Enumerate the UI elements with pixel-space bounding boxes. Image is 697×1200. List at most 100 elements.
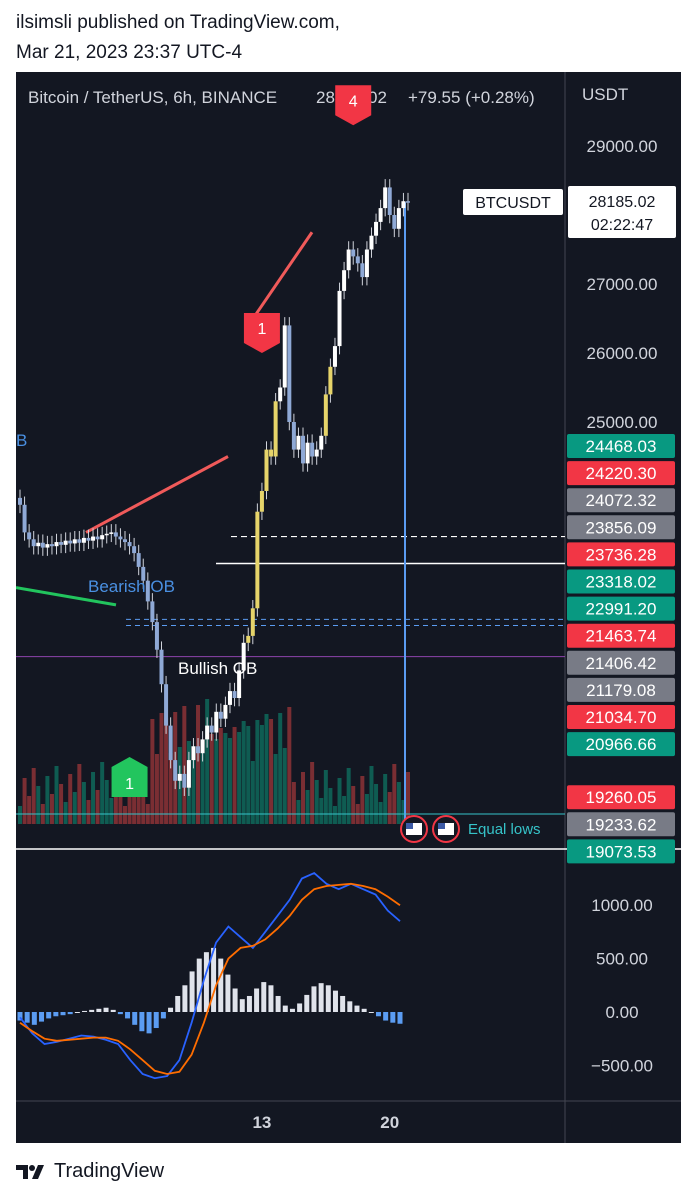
price-badge-label: 21463.74: [586, 627, 657, 646]
price-badge-box: [567, 623, 675, 648]
volume-bar: [81, 782, 86, 824]
trendline-green: [16, 586, 117, 607]
volume-bar: [305, 790, 310, 824]
volume-bar: [68, 774, 73, 824]
trendline-top: [244, 231, 314, 330]
price-badges: 24468.03 24220.30 24072.32 23856.09 23736.28…: [567, 434, 675, 864]
macd-histogram-bar: [354, 1005, 360, 1012]
volume-bar: [122, 806, 127, 824]
macd-histogram-bar: [160, 1012, 166, 1019]
volume-bar: [191, 746, 196, 824]
candle-body: [54, 542, 59, 547]
volume-bar: [209, 734, 214, 824]
volume-bars: [18, 699, 410, 824]
macd-histogram-bar: [175, 995, 181, 1012]
macd-histogram-bar: [96, 1008, 102, 1012]
macd-pane: 1000.00 500.00 0.00 −500.00: [17, 872, 653, 1080]
candle-body: [396, 208, 401, 229]
volume-bar: [237, 732, 242, 824]
marker-label: 1: [257, 321, 266, 338]
price-badge-box: [567, 515, 675, 540]
macd-histogram-bar: [182, 985, 188, 1012]
price-badge-label: 24220.30: [586, 464, 657, 483]
macd-histogram-bar: [397, 1012, 403, 1024]
volume-bar: [401, 800, 406, 824]
price-badge: 24468.03: [567, 434, 675, 458]
volume-bar: [59, 784, 64, 824]
volume-bar: [369, 766, 374, 824]
macd-histogram-bar: [332, 990, 338, 1012]
us-flag-icon: [438, 823, 445, 829]
volume-bar: [269, 719, 274, 824]
macd-histogram-bar: [82, 1010, 88, 1012]
volume-bar: [31, 768, 36, 824]
volume-bar: [168, 753, 173, 824]
candle-body: [132, 546, 137, 554]
candle-body: [145, 580, 150, 602]
candle-body: [364, 249, 369, 278]
price-badge: 24072.32: [567, 488, 675, 513]
candle-body: [232, 691, 237, 698]
volume-bar: [378, 802, 383, 824]
candle-body: [227, 691, 232, 705]
macd-histogram-bar: [53, 1012, 59, 1017]
last-price-box: [568, 186, 676, 238]
volume-bar: [205, 699, 210, 824]
signal-line: [19, 882, 401, 1075]
candle-body: [323, 394, 328, 436]
candles: [18, 179, 410, 796]
candle-body: [36, 542, 41, 547]
macd-histogram-bar: [89, 1009, 95, 1012]
candle-body: [177, 773, 182, 781]
candle-body: [68, 540, 73, 544]
macd-histogram-bar: [246, 995, 252, 1012]
macd-tick-label: 500.00: [596, 950, 648, 969]
volume-bar: [118, 788, 123, 824]
candle-body: [246, 635, 251, 643]
candle-body: [314, 449, 319, 457]
candle-body: [196, 746, 201, 754]
candle-body: [241, 642, 246, 671]
candle-body: [191, 746, 196, 761]
volume-bar: [383, 774, 388, 824]
price-badge-label: 22991.20: [586, 600, 657, 619]
chart-svg[interactable]: Bitcoin / TetherUS, 6h, BINANCE 28185.02…: [16, 72, 681, 1143]
macd-histogram-bar: [139, 1012, 145, 1032]
candle-body: [214, 711, 219, 733]
chart-panel[interactable]: Bitcoin / TetherUS, 6h, BINANCE 28185.02…: [16, 72, 681, 1143]
price-badge-box: [567, 785, 675, 810]
volume-bar: [364, 794, 369, 824]
macd-histogram-bar: [24, 1012, 30, 1023]
volume-bar: [255, 720, 260, 824]
price-badge-label: 24468.03: [586, 437, 657, 456]
candle-body: [332, 346, 337, 367]
marker-label: 1: [125, 776, 134, 793]
macd-histogram-bar: [361, 1008, 367, 1012]
macd-histogram-bar: [340, 995, 346, 1012]
price-badge-box: [567, 488, 675, 513]
candle-body: [337, 290, 342, 347]
candle-body: [95, 536, 100, 540]
price-ticks: 29000.00 27000.00 26000.00 25000.00: [587, 137, 658, 432]
volume-bar: [374, 784, 379, 824]
price-tick-label: 29000.00: [587, 137, 658, 156]
candle-body: [406, 201, 410, 203]
candle-body: [255, 511, 260, 609]
price-badge-label: 23856.09: [586, 518, 657, 537]
price-badge-label: 19073.53: [586, 842, 657, 861]
price-badge-box: [567, 732, 675, 757]
price-badge-box: [567, 812, 675, 837]
price-badge: 19233.62: [567, 812, 675, 837]
volume-bar: [406, 772, 410, 824]
volume-bar: [77, 764, 82, 824]
macd-tick-label: 1000.00: [591, 896, 652, 915]
macd-histogram-bar: [239, 999, 245, 1012]
edge-b-label: B: [16, 431, 27, 450]
price-badge: 19073.53: [567, 839, 675, 864]
volume-bar: [342, 796, 347, 824]
macd-tick-label: −500.00: [591, 1056, 653, 1075]
candle-body: [182, 773, 187, 788]
macd-histogram-bar: [168, 1007, 174, 1012]
volume-bar: [301, 772, 306, 824]
macd-histogram-bar: [17, 1012, 23, 1021]
